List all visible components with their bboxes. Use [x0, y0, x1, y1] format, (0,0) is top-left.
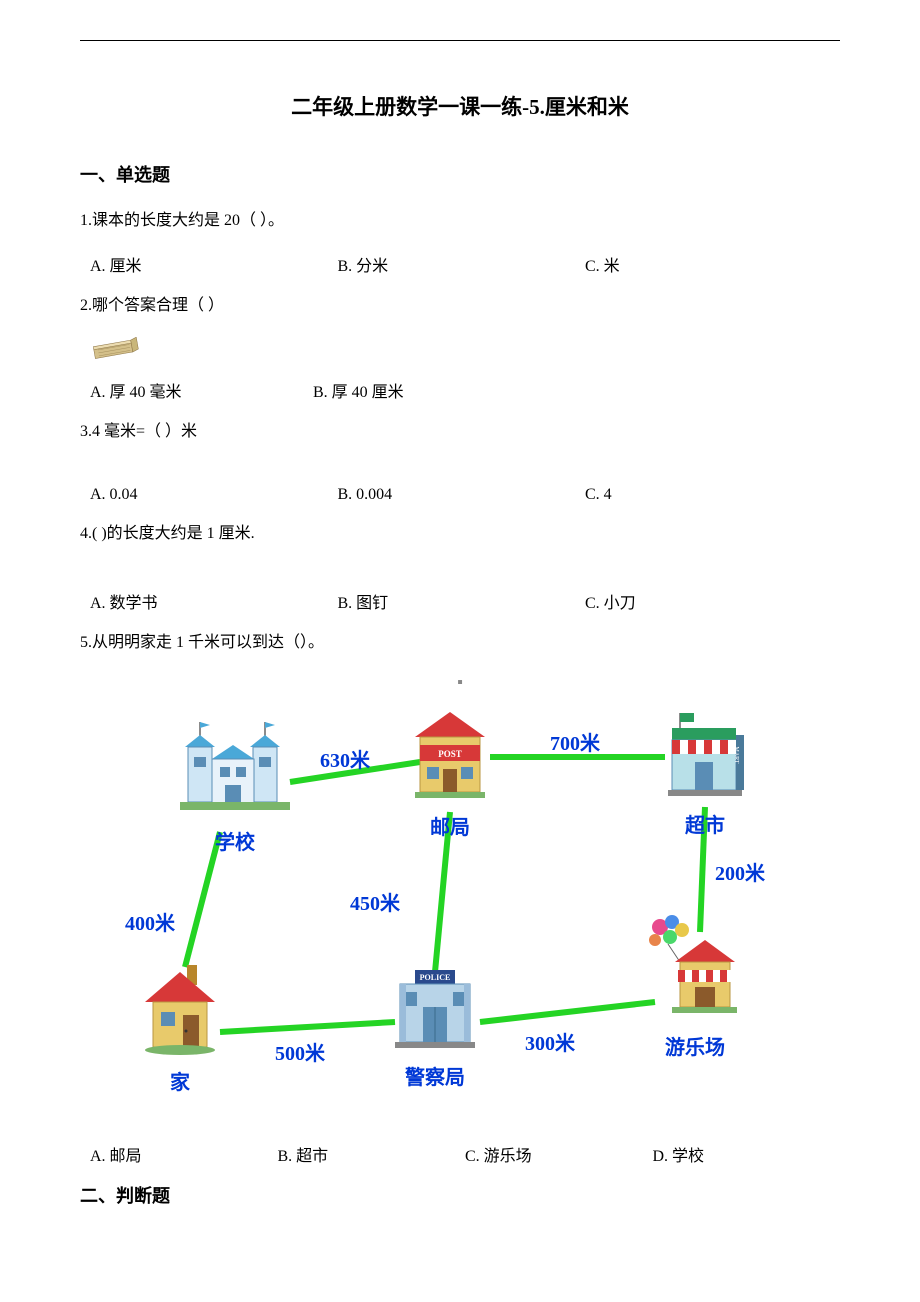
svg-text:POST: POST [438, 749, 462, 759]
dist-700: 700米 [550, 727, 600, 756]
dist-500: 500米 [275, 1037, 325, 1066]
q1-options: A. 厘米 B. 分米 C. 米 [80, 252, 840, 276]
q4-option-b: B. 图钉 [338, 589, 586, 613]
map-diagram: 学校 POST 邮局 [110, 702, 810, 1122]
q3-option-a: A. 0.04 [90, 486, 338, 504]
q5-options: A. 邮局 B. 超市 C. 游乐场 D. 学校 [80, 1142, 840, 1166]
q4-option-c: C. 小刀 [585, 589, 833, 613]
dist-200: 200米 [715, 857, 765, 886]
label-police: 警察局 [385, 1061, 485, 1090]
q5-option-c: C. 游乐场 [465, 1142, 653, 1166]
dist-400: 400米 [125, 907, 175, 936]
top-rule [80, 40, 840, 41]
q1-text: 1.课本的长度大约是 20（ ）。 [80, 207, 840, 236]
label-post: 邮局 [405, 811, 495, 840]
q3-options: A. 0.04 B. 0.004 C. 4 [80, 486, 840, 504]
q5-option-a: A. 邮局 [90, 1142, 278, 1166]
node-playground: 游乐场 [640, 912, 750, 1060]
q5-option-d: D. 学校 [653, 1142, 841, 1166]
q2-option-a: A. 厚 40 毫米 [90, 378, 313, 402]
q1-option-a: A. 厘米 [90, 252, 338, 276]
label-home: 家 [135, 1066, 225, 1095]
q5-option-b: B. 超市 [278, 1142, 466, 1166]
node-school: 学校 [170, 717, 300, 855]
q1-option-c: C. 米 [585, 252, 833, 276]
edge-police-playground [480, 1002, 655, 1022]
node-post: POST 邮局 [405, 707, 495, 840]
dist-630: 630米 [320, 744, 370, 773]
label-market: 超市 [660, 809, 750, 838]
page-title: 二年级上册数学一课一练-5.厘米和米 [80, 91, 840, 121]
section-1-heading: 一、单选题 [80, 161, 840, 187]
q4-text: 4.( )的长度大约是 1 厘米. [80, 520, 840, 549]
node-market: MART 超市 [660, 710, 750, 838]
node-police: POLICE 警察局 [385, 962, 485, 1090]
label-school: 学校 [170, 826, 300, 855]
q1-option-b: B. 分米 [338, 252, 586, 276]
book-icon [80, 337, 840, 366]
svg-text:POLICE: POLICE [420, 973, 451, 982]
node-home: 家 [135, 957, 225, 1095]
edge-home-police [220, 1022, 395, 1032]
q4-options: A. 数学书 B. 图钉 C. 小刀 [80, 589, 840, 613]
dist-300: 300米 [525, 1027, 575, 1056]
q4-option-a: A. 数学书 [90, 589, 338, 613]
dist-450: 450米 [350, 887, 400, 916]
q2-options: A. 厚 40 毫米 B. 厚 40 厘米 [80, 378, 536, 402]
q2-text: 2.哪个答案合理（ ） [80, 292, 840, 321]
q3-text: 3.4 毫米=（ ）米 [80, 418, 840, 447]
q5-text: 5.从明明家走 1 千米可以到达（）。 [80, 629, 840, 658]
q3-option-c: C. 4 [585, 486, 833, 504]
q3-option-b: B. 0.004 [338, 486, 586, 504]
dot-marker: ▪ [80, 674, 840, 692]
q2-option-b: B. 厚 40 厘米 [313, 378, 536, 402]
svg-text:MART: MART [733, 746, 739, 763]
label-playground: 游乐场 [640, 1031, 750, 1060]
section-2-heading: 二、判断题 [80, 1182, 840, 1208]
